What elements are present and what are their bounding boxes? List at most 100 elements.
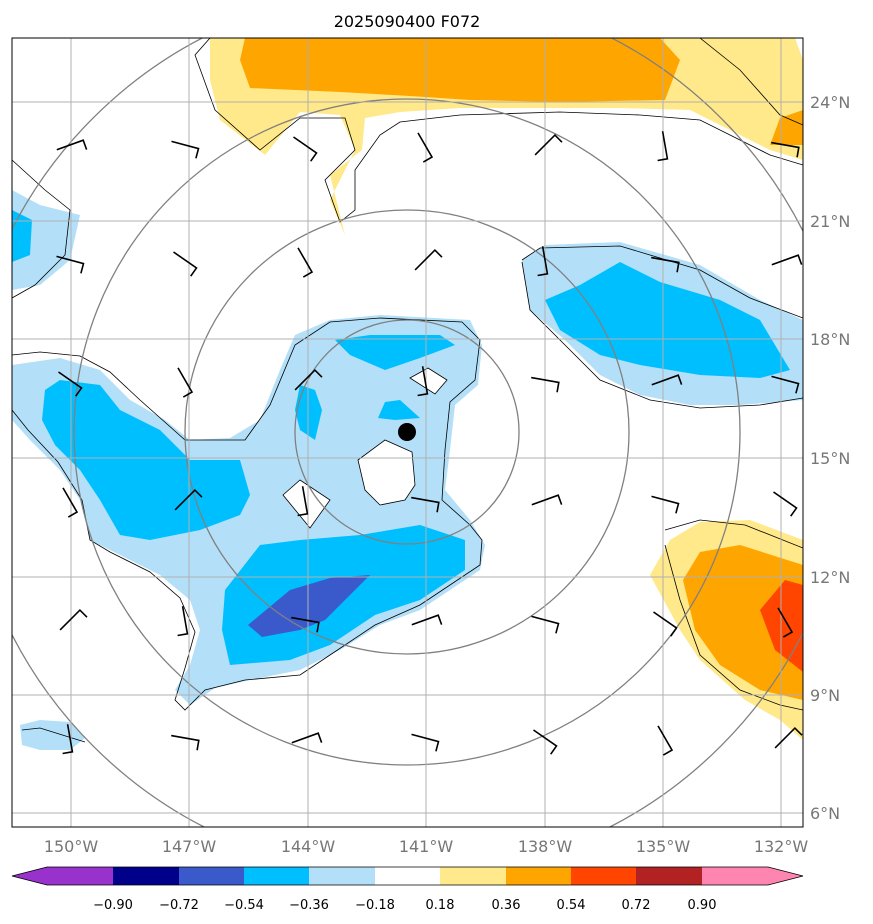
lon-label: 144°W: [281, 837, 336, 856]
wind-barb: [657, 131, 669, 162]
colorbar-segment: [702, 867, 768, 885]
colorbar-segment: [47, 867, 113, 885]
colorbar-segment: [244, 867, 309, 885]
wind-barb: [297, 247, 314, 278]
colorbar-segment: [506, 867, 571, 885]
negative-anomaly-west-edge: [12, 190, 80, 290]
negative-anomaly-central-cyan-north: [335, 335, 455, 370]
wind-barb: [417, 132, 434, 163]
wind-barb: [177, 606, 189, 637]
wind-barb: [653, 611, 678, 637]
colorbar-label: 0.72: [622, 898, 651, 913]
wind-barb: [291, 616, 320, 633]
lon-label: 138°W: [518, 837, 573, 856]
lat-label: 6°N: [810, 804, 840, 823]
wind-barb: [777, 607, 794, 638]
wind-barb: [56, 255, 85, 274]
wind-barb: [771, 141, 800, 158]
wind-barb: [411, 614, 443, 626]
figure-title: 2025090400 F072: [334, 12, 481, 31]
wind-barbs: [56, 131, 803, 756]
range-rings: [12, 38, 803, 827]
wind-barb: [62, 724, 74, 755]
colorbar-segment: [309, 867, 375, 885]
wind-barb: [58, 371, 83, 397]
wind-barb: [291, 732, 323, 744]
positive-anomaly-ne-corner: [770, 110, 803, 145]
negative-anomaly-central-cyan-west: [42, 380, 250, 540]
lon-label: 135°W: [636, 837, 691, 856]
lat-label: 9°N: [810, 686, 840, 705]
wind-barb: [297, 486, 309, 517]
lat-label: 12°N: [810, 568, 850, 587]
map-frame: [11, 37, 804, 828]
colorbar-segment: [179, 867, 244, 885]
wind-barb: [533, 729, 558, 755]
colorbar-label: 0.36: [492, 898, 521, 913]
lon-label: 132°W: [754, 837, 809, 856]
colorbar-label: 0.90: [688, 898, 717, 913]
wind-barb: [411, 733, 440, 752]
positive-anomaly-southeast-orange: [683, 545, 803, 700]
positive-anomaly-north-inner: [240, 38, 680, 102]
lon-label: 141°W: [399, 837, 454, 856]
colorbar-segment: [636, 867, 702, 885]
wind-barb: [531, 494, 563, 506]
storm-center-marker: [398, 423, 416, 441]
wind-barb: [651, 256, 680, 273]
wind-barb: [534, 133, 563, 156]
wind-barb: [651, 374, 683, 386]
wind-barb: [177, 367, 194, 398]
colorbar-extend-low: [12, 867, 47, 885]
graticule: [12, 38, 803, 827]
wind-barb: [411, 496, 440, 513]
colorbar-label: 0.18: [426, 898, 455, 913]
colorbar-label: −0.72: [159, 898, 199, 913]
wind-barb: [62, 487, 79, 518]
wind-barb: [651, 495, 680, 514]
wind-barb: [59, 608, 88, 631]
lon-label: 150°W: [44, 837, 99, 856]
colorbar-label: −0.90: [93, 898, 133, 913]
wind-barb: [531, 376, 560, 393]
colorbar-segment: [113, 867, 179, 885]
wind-barb: [771, 375, 800, 394]
wind-barb: [657, 725, 674, 756]
colorbar-label: 0.54: [557, 898, 586, 913]
colorbar-label: −0.18: [355, 898, 395, 913]
wind-barb: [771, 254, 803, 266]
wind-barb: [294, 368, 323, 391]
colorbar-label: −0.36: [289, 898, 329, 913]
wind-barb: [173, 251, 198, 277]
wind-barb: [293, 136, 318, 162]
colorbar: −0.90 −0.72 −0.54 −0.36 −0.18 0.18 0.36 …: [11, 866, 804, 913]
lat-label: 21°N: [810, 212, 850, 231]
wind-barb: [531, 615, 560, 634]
colorbar-extend-high: [768, 867, 803, 885]
negative-anomaly-east-band-cyan: [545, 262, 790, 378]
wind-barb: [774, 726, 803, 749]
negative-anomaly-central-cyan-small2: [378, 400, 420, 420]
lat-label: 18°N: [810, 330, 850, 349]
latitude-labels: 24°N 21°N 18°N 15°N 12°N 9°N 6°N: [810, 93, 850, 823]
colorbar-label: −0.54: [224, 898, 264, 913]
wind-barb: [773, 491, 798, 517]
lat-label: 15°N: [810, 449, 850, 468]
wind-barb: [414, 248, 443, 271]
colorbar-segment: [375, 867, 440, 885]
colorbar-segment: [440, 867, 506, 885]
wind-barb: [537, 246, 549, 277]
wind-barb: [56, 139, 88, 151]
neutral-hole-center: [357, 439, 416, 506]
longitude-labels: 150°W 147°W 144°W 141°W 138°W 135°W 132°…: [44, 837, 809, 856]
map-panel: [12, 38, 803, 827]
wind-barb: [171, 140, 200, 159]
wind-barb: [417, 366, 429, 397]
lon-label: 147°W: [162, 837, 217, 856]
negative-anomaly-central-royalblue: [248, 575, 370, 637]
colorbar-segment: [571, 867, 636, 885]
negative-anomaly-west-edge-inner: [12, 210, 32, 262]
wind-barb: [171, 734, 200, 751]
lat-label: 24°N: [810, 93, 850, 112]
